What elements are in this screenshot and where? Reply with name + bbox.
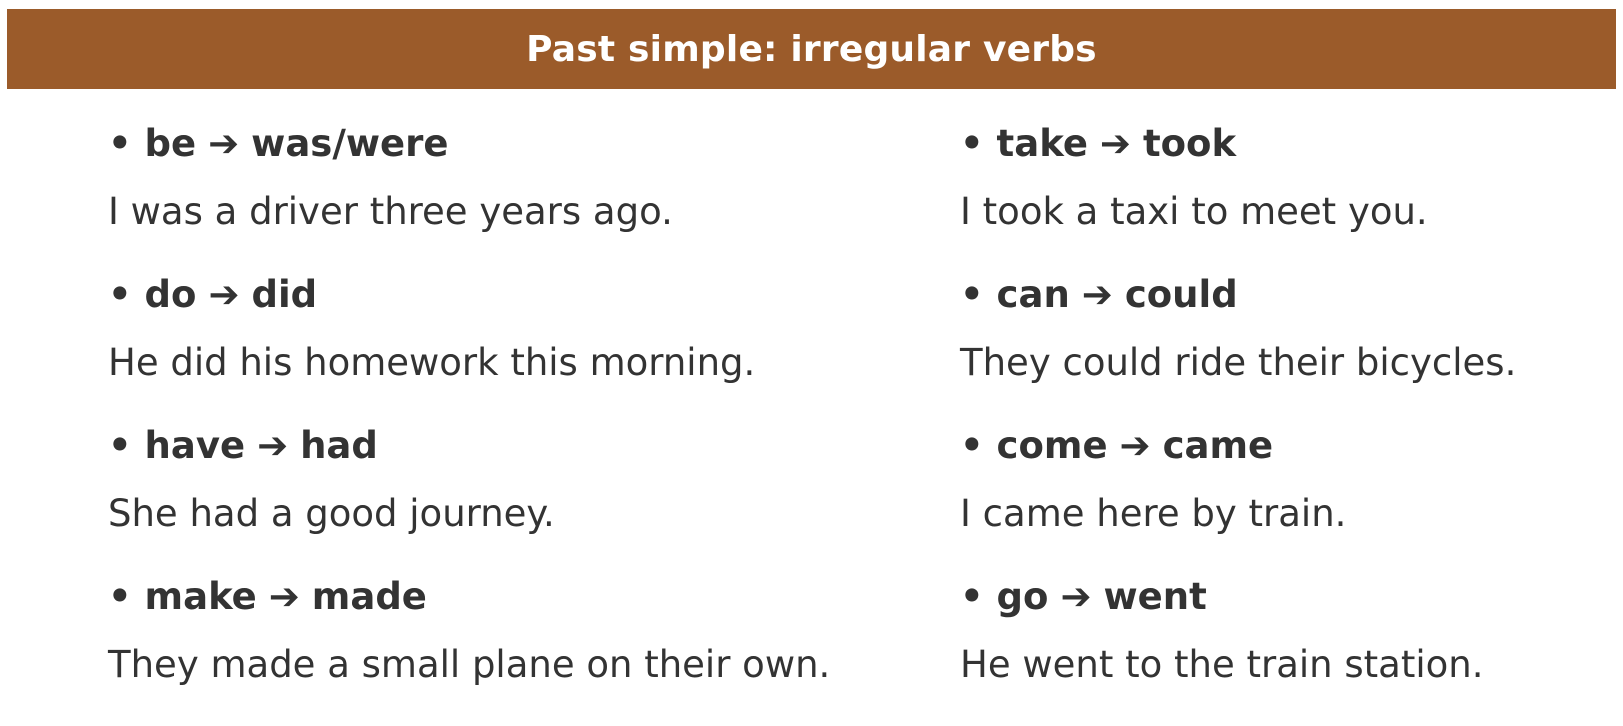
page-title: Past simple: irregular verbs (526, 28, 1097, 70)
example-sentence: They made a small plane on their own. (108, 643, 831, 686)
example-sentence: I was a driver three years ago. (108, 190, 673, 233)
base-verb: make (144, 575, 257, 618)
bullet-icon: • (960, 575, 984, 618)
verb-pair: • go ➔ went (960, 575, 1600, 619)
example-sentence: I took a taxi to meet you. (960, 190, 1428, 233)
example-sentence: I came here by train. (960, 492, 1347, 535)
bullet-icon: • (960, 122, 984, 165)
left-column: • be ➔ was/were I was a driver three years… (108, 122, 868, 726)
title-banner: Past simple: irregular verbs (7, 9, 1616, 89)
past-form: could (1124, 273, 1238, 316)
right-column: • take ➔ took I took a taxi to meet you. •… (960, 122, 1600, 726)
base-verb: come (996, 424, 1108, 467)
verb-entry: • be ➔ was/were I was a driver three years… (108, 122, 868, 273)
base-verb: have (144, 424, 246, 467)
base-verb: go (996, 575, 1049, 618)
arrow-right-icon: ➔ (1119, 424, 1151, 467)
verb-entry: • can ➔ could They could ride their bicycl… (960, 273, 1600, 424)
verb-entry: • take ➔ took I took a taxi to meet you. (960, 122, 1600, 273)
base-verb: do (144, 273, 197, 316)
arrow-right-icon: ➔ (208, 273, 240, 316)
example-sentence: They could ride their bicycles. (960, 341, 1517, 384)
verb-pair: • take ➔ took (960, 122, 1600, 166)
verb-pair: • have ➔ had (108, 424, 868, 468)
bullet-icon: • (108, 424, 132, 467)
arrow-right-icon: ➔ (268, 575, 300, 618)
verb-entry: • come ➔ came I came here by train. (960, 424, 1600, 575)
verb-pair: • can ➔ could (960, 273, 1600, 317)
arrow-right-icon: ➔ (257, 424, 289, 467)
verb-pair: • do ➔ did (108, 273, 868, 317)
verb-entry: • do ➔ did He did his homework this mornin… (108, 273, 868, 424)
arrow-right-icon: ➔ (1099, 122, 1131, 165)
example-sentence: He went to the train station. (960, 643, 1484, 686)
example-sentence: She had a good journey. (108, 492, 555, 535)
verb-pair: • be ➔ was/were (108, 122, 868, 166)
bullet-icon: • (108, 273, 132, 316)
bullet-icon: • (960, 273, 984, 316)
verb-entry: • make ➔ made They made a small plane on t… (108, 575, 868, 726)
base-verb: be (144, 122, 197, 165)
past-form: took (1142, 122, 1237, 165)
example-sentence: He did his homework this morning. (108, 341, 756, 384)
verb-entry: • go ➔ went He went to the train station. (960, 575, 1600, 726)
verb-pair: • make ➔ made (108, 575, 868, 619)
arrow-right-icon: ➔ (1060, 575, 1092, 618)
verb-entry: • have ➔ had She had a good journey. (108, 424, 868, 575)
past-form: did (251, 273, 318, 316)
arrow-right-icon: ➔ (208, 122, 240, 165)
past-form: was/were (251, 122, 449, 165)
bullet-icon: • (108, 122, 132, 165)
verb-pair: • come ➔ came (960, 424, 1600, 468)
past-form: made (311, 575, 427, 618)
arrow-right-icon: ➔ (1081, 273, 1113, 316)
base-verb: can (996, 273, 1070, 316)
bullet-icon: • (108, 575, 132, 618)
bullet-icon: • (960, 424, 984, 467)
past-form: went (1103, 575, 1207, 618)
past-form: came (1162, 424, 1274, 467)
base-verb: take (996, 122, 1088, 165)
past-form: had (300, 424, 378, 467)
